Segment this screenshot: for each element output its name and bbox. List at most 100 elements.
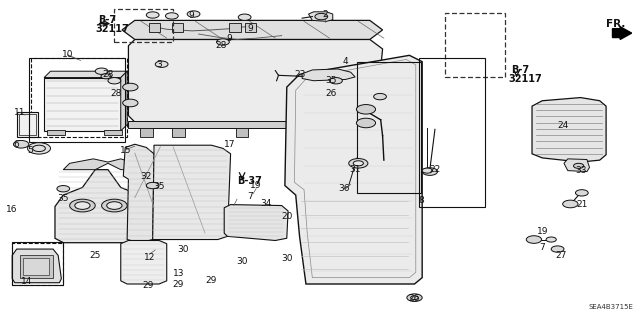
Polygon shape <box>121 241 167 284</box>
Text: B-7: B-7 <box>511 65 530 75</box>
Text: 29: 29 <box>173 279 184 288</box>
Circle shape <box>101 74 111 79</box>
Text: 9: 9 <box>227 34 232 43</box>
Text: 28: 28 <box>110 89 122 98</box>
Circle shape <box>107 202 122 209</box>
Text: 30: 30 <box>177 245 188 254</box>
Text: 13: 13 <box>172 269 184 278</box>
Circle shape <box>411 296 419 300</box>
Text: 32117: 32117 <box>95 24 129 33</box>
Polygon shape <box>129 122 383 128</box>
Text: 26: 26 <box>409 294 420 303</box>
Polygon shape <box>44 71 127 78</box>
Circle shape <box>28 143 51 154</box>
Text: 29: 29 <box>142 281 153 290</box>
Polygon shape <box>149 23 161 33</box>
Text: 16: 16 <box>6 205 18 214</box>
Text: 27: 27 <box>556 251 567 260</box>
Text: 19: 19 <box>536 227 548 236</box>
Text: 30: 30 <box>281 254 292 263</box>
Circle shape <box>563 200 578 208</box>
Text: 26: 26 <box>326 89 337 98</box>
Polygon shape <box>308 12 333 21</box>
Polygon shape <box>302 69 355 81</box>
Polygon shape <box>300 128 312 137</box>
Text: B-37: B-37 <box>237 176 262 186</box>
Text: 11: 11 <box>14 108 26 117</box>
Circle shape <box>156 61 168 67</box>
Circle shape <box>551 246 564 252</box>
Polygon shape <box>532 98 606 162</box>
Circle shape <box>13 140 29 148</box>
Polygon shape <box>23 258 49 275</box>
Circle shape <box>526 236 541 243</box>
Circle shape <box>238 14 251 20</box>
Circle shape <box>356 118 376 128</box>
Circle shape <box>216 39 229 45</box>
Text: 19: 19 <box>250 181 262 190</box>
Polygon shape <box>124 144 154 243</box>
Polygon shape <box>12 249 61 283</box>
Text: 9: 9 <box>188 11 194 20</box>
Text: 35: 35 <box>154 182 165 191</box>
Text: SEA4B3715E: SEA4B3715E <box>588 304 633 310</box>
Polygon shape <box>44 78 121 131</box>
Text: 6: 6 <box>14 140 20 149</box>
Circle shape <box>575 190 588 196</box>
Text: 24: 24 <box>557 121 568 130</box>
Circle shape <box>353 161 364 166</box>
Circle shape <box>147 182 159 189</box>
Text: 29: 29 <box>205 276 217 285</box>
Circle shape <box>315 13 328 20</box>
Circle shape <box>407 294 422 301</box>
Polygon shape <box>122 20 383 40</box>
Circle shape <box>123 83 138 91</box>
Polygon shape <box>17 113 38 137</box>
Text: 8: 8 <box>418 196 424 205</box>
Polygon shape <box>338 128 351 137</box>
Text: B-7: B-7 <box>99 15 116 25</box>
Text: 20: 20 <box>281 211 292 220</box>
Text: 3: 3 <box>156 60 162 69</box>
Text: 25: 25 <box>90 251 101 260</box>
Polygon shape <box>55 170 159 243</box>
Circle shape <box>356 105 376 114</box>
Polygon shape <box>129 40 383 122</box>
Text: 28: 28 <box>102 70 114 79</box>
Circle shape <box>147 12 159 18</box>
Polygon shape <box>224 204 288 241</box>
Circle shape <box>349 159 368 168</box>
Polygon shape <box>236 128 248 137</box>
Circle shape <box>57 186 70 192</box>
Polygon shape <box>153 145 230 240</box>
Text: 32117: 32117 <box>508 73 542 84</box>
Polygon shape <box>172 23 183 33</box>
Circle shape <box>102 199 127 212</box>
Text: 2: 2 <box>323 11 328 19</box>
Text: 7: 7 <box>247 192 253 202</box>
Circle shape <box>166 13 178 19</box>
Circle shape <box>187 11 200 17</box>
Text: 14: 14 <box>20 277 32 286</box>
Polygon shape <box>20 256 53 278</box>
Text: FR.: FR. <box>606 19 625 29</box>
Polygon shape <box>63 159 154 170</box>
Text: 22: 22 <box>429 165 440 174</box>
Text: 17: 17 <box>223 140 235 149</box>
Text: 15: 15 <box>120 146 131 155</box>
Text: 35: 35 <box>326 76 337 85</box>
FancyArrow shape <box>612 27 632 40</box>
Circle shape <box>374 93 387 100</box>
Polygon shape <box>229 23 241 33</box>
Text: 36: 36 <box>339 184 350 193</box>
Circle shape <box>108 78 121 84</box>
Circle shape <box>75 202 90 209</box>
Text: 33: 33 <box>575 166 586 175</box>
Polygon shape <box>285 55 422 284</box>
Circle shape <box>70 199 95 212</box>
Polygon shape <box>564 159 589 172</box>
Circle shape <box>422 168 438 175</box>
Text: 32: 32 <box>141 173 152 182</box>
Circle shape <box>123 99 138 107</box>
Text: 21: 21 <box>576 200 588 209</box>
